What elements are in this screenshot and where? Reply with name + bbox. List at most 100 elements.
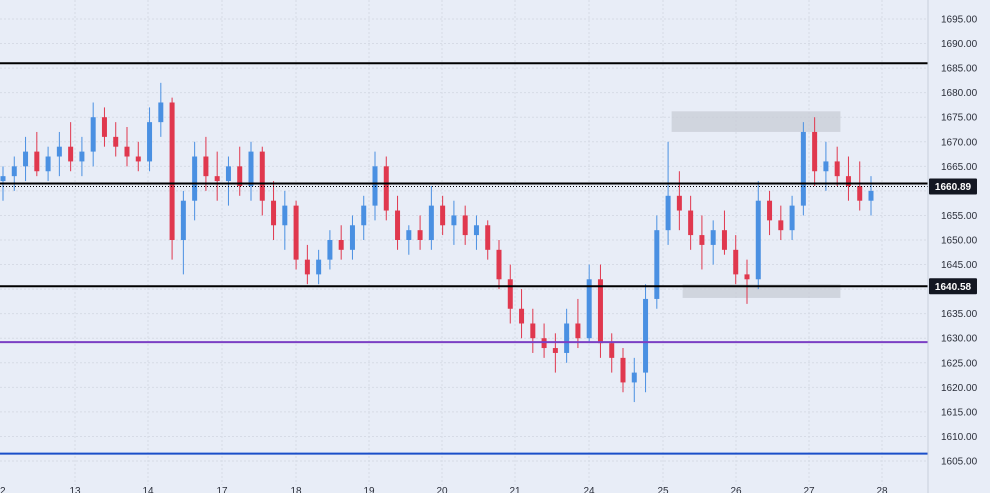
current-price-label: 1660.89 bbox=[935, 182, 972, 193]
candle-body bbox=[800, 131, 806, 206]
candle-body bbox=[203, 156, 209, 177]
candle-body bbox=[440, 205, 446, 226]
candle-body bbox=[248, 151, 254, 186]
x-tick-label: 27 bbox=[803, 486, 815, 493]
candle-body bbox=[316, 259, 322, 275]
x-tick-label: 18 bbox=[290, 486, 302, 493]
candle-body bbox=[68, 146, 74, 162]
candle-body bbox=[327, 240, 333, 260]
y-tick-label: 1650.00 bbox=[941, 236, 978, 247]
candle-body bbox=[135, 156, 141, 162]
zone-box bbox=[682, 284, 841, 298]
candle-body bbox=[79, 151, 85, 162]
y-tick-label: 1690.00 bbox=[941, 39, 978, 50]
candle-body bbox=[676, 195, 682, 211]
candle-body bbox=[293, 205, 299, 260]
x-tick-label: 17 bbox=[216, 486, 228, 493]
time-axis: 2 13 14 17 18 19 20 21 24 25 26 27 28 bbox=[0, 486, 888, 493]
y-tick-label: 1615.00 bbox=[941, 407, 978, 418]
y-tick-label: 1655.00 bbox=[941, 211, 978, 222]
candle-body bbox=[710, 230, 716, 245]
candle-body bbox=[451, 215, 457, 226]
candle-body bbox=[778, 220, 784, 231]
x-tick-label: 2 bbox=[0, 486, 6, 493]
x-tick-label: 14 bbox=[142, 486, 154, 493]
candle-body bbox=[338, 240, 344, 250]
candle-body bbox=[654, 230, 660, 299]
y-tick-label: 1665.00 bbox=[941, 162, 978, 173]
x-tick-label: 25 bbox=[657, 486, 669, 493]
candle-body bbox=[304, 259, 310, 275]
candle-body bbox=[56, 146, 62, 157]
candles bbox=[0, 82, 874, 403]
candle-body bbox=[473, 225, 479, 236]
y-tick-label: 1610.00 bbox=[941, 432, 978, 443]
candle-body bbox=[530, 323, 536, 339]
candle-body bbox=[271, 200, 277, 226]
zones bbox=[671, 111, 841, 298]
candle-body bbox=[406, 230, 412, 240]
candle-body bbox=[34, 151, 40, 172]
candle-body bbox=[428, 205, 434, 240]
level-price-label: 1640.58 bbox=[935, 282, 972, 293]
candle-body bbox=[169, 102, 175, 240]
candle-body bbox=[586, 279, 592, 339]
x-tick-label: 24 bbox=[583, 486, 595, 493]
candle-body bbox=[575, 323, 581, 339]
candle-body bbox=[755, 200, 761, 280]
y-tick-label: 1685.00 bbox=[941, 64, 978, 75]
y-tick-label: 1630.00 bbox=[941, 334, 978, 345]
candle-body bbox=[158, 102, 164, 123]
candle-body bbox=[23, 151, 29, 167]
x-tick-label: 26 bbox=[730, 486, 742, 493]
candle-body bbox=[620, 357, 626, 383]
y-tick-label: 1695.00 bbox=[941, 15, 978, 26]
candle-body bbox=[192, 156, 198, 201]
y-tick-label: 1675.00 bbox=[941, 113, 978, 124]
current-price-label-bg bbox=[929, 178, 977, 195]
candle-body bbox=[214, 176, 220, 182]
candle-body bbox=[180, 200, 186, 240]
candle-body bbox=[225, 166, 231, 182]
candle-body bbox=[147, 122, 153, 162]
candle-body bbox=[552, 348, 558, 353]
candle-body bbox=[834, 161, 840, 177]
candle-body bbox=[485, 225, 491, 250]
level-price-label-bg bbox=[929, 278, 977, 295]
candle-body bbox=[688, 210, 694, 236]
y-tick-label: 1645.00 bbox=[941, 260, 978, 271]
candle-body bbox=[113, 136, 119, 147]
candle-body bbox=[259, 151, 265, 201]
candle-body bbox=[45, 156, 51, 172]
zone-box bbox=[671, 111, 841, 132]
price-axis: 1695.00 1690.00 1685.00 1680.00 1675.00 1670.… bbox=[927, 0, 978, 493]
candle-body bbox=[282, 205, 288, 226]
candle-body bbox=[812, 131, 818, 172]
candle-body bbox=[496, 249, 502, 280]
candle-body bbox=[699, 235, 705, 245]
candle-body bbox=[349, 225, 355, 250]
candle-body bbox=[507, 279, 513, 309]
y-tick-label: 1635.00 bbox=[941, 309, 978, 320]
price-labels: 1660.89 1640.58 bbox=[929, 178, 977, 295]
y-tick-label: 1680.00 bbox=[941, 88, 978, 99]
candle-body bbox=[417, 230, 423, 240]
candle-body bbox=[519, 308, 525, 324]
candle-body bbox=[564, 323, 570, 353]
candle-body bbox=[395, 210, 401, 240]
candle-body bbox=[11, 166, 17, 177]
candle-body bbox=[767, 200, 773, 221]
candle-body bbox=[462, 215, 468, 236]
candle-body bbox=[597, 279, 603, 344]
x-tick-label: 19 bbox=[363, 486, 375, 493]
candle-body bbox=[101, 117, 107, 137]
y-tick-label: 1670.00 bbox=[941, 137, 978, 148]
candle-body bbox=[665, 195, 671, 231]
grid bbox=[0, 0, 928, 485]
candle-body bbox=[237, 166, 243, 186]
x-tick-label: 21 bbox=[509, 486, 521, 493]
candle-body bbox=[372, 166, 378, 206]
candle-body bbox=[383, 166, 389, 211]
